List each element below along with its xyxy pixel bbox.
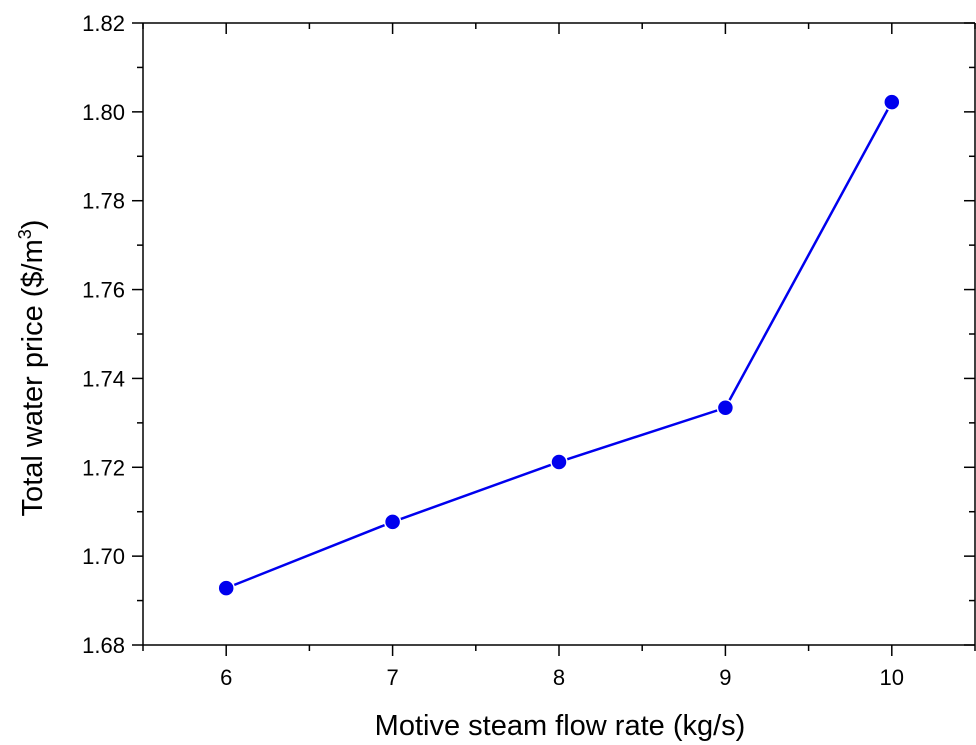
data-point [217,579,235,597]
y-tick-label: 1.80 [82,100,125,125]
data-point [383,513,402,531]
y-tick-label: 1.78 [82,189,125,214]
data-point [550,453,568,471]
series-layer [217,93,901,597]
data-point [716,399,735,417]
y-tick-label: 1.68 [82,633,125,658]
series-line [225,101,893,590]
y-axis-title-suffix: ) [17,220,49,230]
y-tick-labels: 1.68 1.70 1.72 1.74 1.76 1.78 1.80 1.82 [82,11,125,658]
y-axis-title: Total water price ($/m3) [15,220,49,517]
x-tick-label: 10 [880,665,904,690]
data-point [883,93,901,111]
y-tick-label: 1.72 [82,455,125,480]
y-tick-label: 1.82 [82,11,125,36]
x-tick-label: 9 [719,665,731,690]
y-tick-label: 1.74 [82,366,125,391]
x-tick-label: 8 [553,665,565,690]
x-tick-label: 7 [386,665,398,690]
x-axis-title: Motive steam flow rate (kg/s) [375,710,746,742]
axes-frame [142,22,976,646]
tick-marks [132,22,976,656]
x-tick-labels: 6 7 8 9 10 [220,665,904,690]
x-tick-label: 6 [220,665,232,690]
y-axis-title-superscript: 3 [15,229,35,239]
y-tick-label: 1.70 [82,544,125,569]
y-axis-title-text: Total water price ($/m [17,239,49,516]
y-tick-label: 1.76 [82,278,125,303]
